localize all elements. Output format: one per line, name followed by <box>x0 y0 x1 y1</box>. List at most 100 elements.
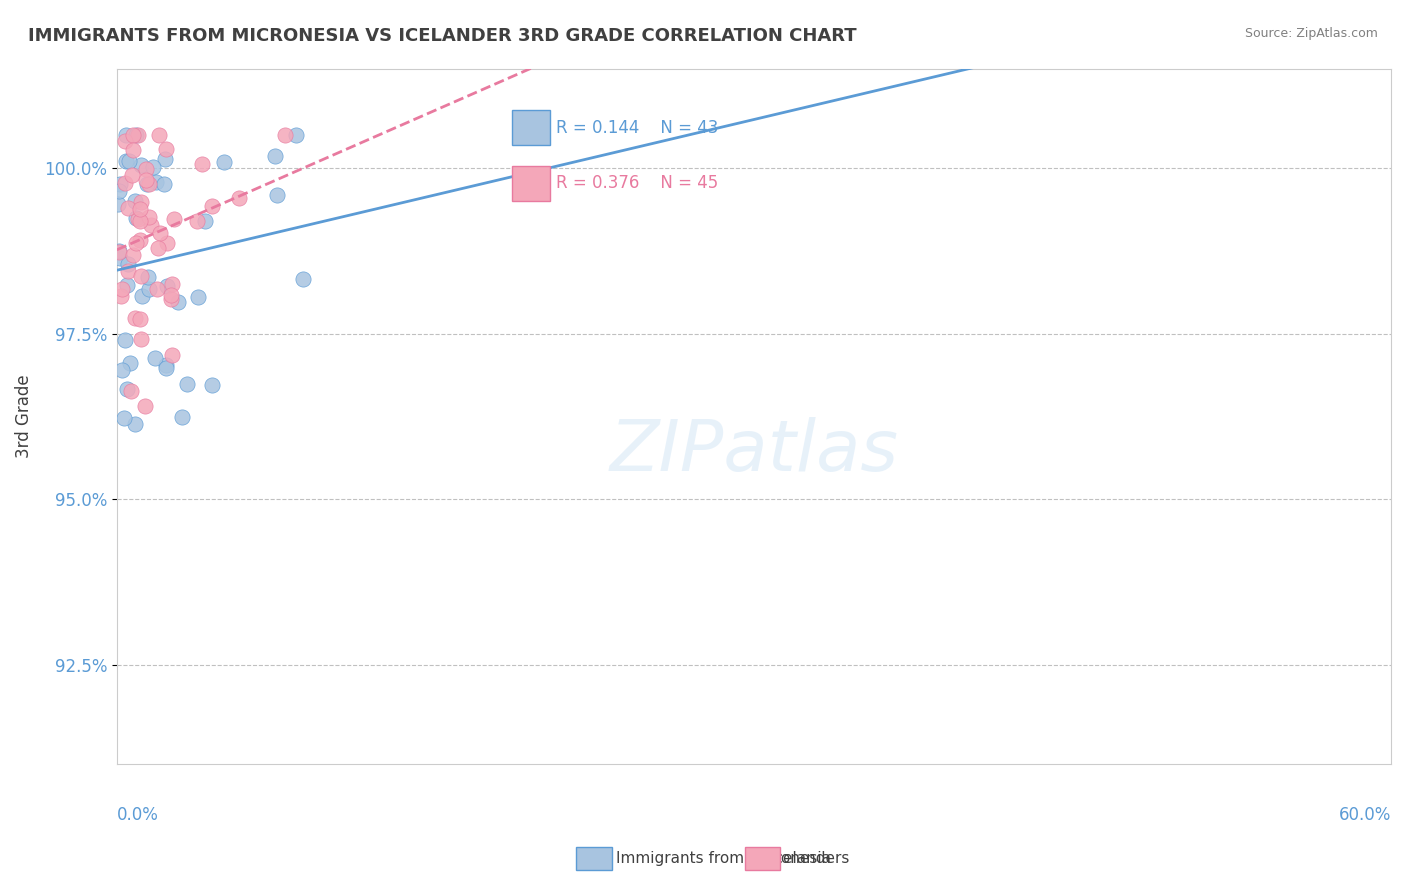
FancyBboxPatch shape <box>512 111 550 145</box>
Y-axis label: 3rd Grade: 3rd Grade <box>15 375 32 458</box>
Point <box>120 384 142 398</box>
Point <box>155 142 177 156</box>
Point <box>142 161 165 175</box>
Point <box>167 294 190 309</box>
Point <box>115 128 138 142</box>
Text: Source: ZipAtlas.com: Source: ZipAtlas.com <box>1244 27 1378 40</box>
Point <box>193 214 215 228</box>
FancyBboxPatch shape <box>512 166 550 201</box>
Text: IMMIGRANTS FROM MICRONESIA VS ICELANDER 3RD GRADE CORRELATION CHART: IMMIGRANTS FROM MICRONESIA VS ICELANDER … <box>28 27 856 45</box>
Point <box>160 277 183 291</box>
Point <box>201 378 224 392</box>
Point <box>162 348 184 362</box>
Point <box>187 290 209 304</box>
Point <box>129 158 152 172</box>
Point <box>117 201 139 215</box>
Point <box>117 263 139 277</box>
Point <box>118 356 141 370</box>
Point <box>145 175 167 189</box>
Point <box>125 211 148 225</box>
Point <box>148 241 170 255</box>
Text: R = 0.376    N = 45: R = 0.376 N = 45 <box>557 174 718 193</box>
Point <box>148 226 170 240</box>
Point <box>131 195 153 210</box>
Point <box>125 128 148 142</box>
Point <box>159 293 181 307</box>
Point <box>117 382 139 396</box>
Point <box>138 211 160 225</box>
Point <box>129 269 152 284</box>
Point <box>186 214 208 228</box>
Point <box>125 235 148 250</box>
Point <box>127 128 149 142</box>
Point <box>108 245 131 260</box>
Text: 0.0%: 0.0% <box>117 806 159 824</box>
Point <box>118 154 141 169</box>
Point <box>156 235 179 250</box>
Point <box>108 251 131 265</box>
Point <box>172 409 194 424</box>
Point <box>291 271 314 285</box>
Point <box>124 194 146 208</box>
Point <box>117 257 139 271</box>
Point <box>127 212 149 227</box>
Point <box>135 172 157 186</box>
Point <box>129 233 152 247</box>
Point <box>139 218 162 232</box>
Point <box>284 128 307 142</box>
Point <box>121 168 143 182</box>
Point <box>107 197 129 211</box>
Point <box>131 289 153 303</box>
Point <box>108 244 131 258</box>
Point <box>115 153 138 168</box>
Point <box>263 148 285 162</box>
Point <box>153 178 176 192</box>
Point <box>138 281 160 295</box>
Point <box>111 282 134 296</box>
Text: ZIPatlas: ZIPatlas <box>609 417 898 485</box>
Point <box>129 214 152 228</box>
Point <box>228 191 250 205</box>
Text: Immigrants from Micronesia: Immigrants from Micronesia <box>616 851 831 865</box>
Text: Icelanders: Icelanders <box>770 851 849 865</box>
Point <box>110 288 132 302</box>
Point <box>111 362 134 376</box>
Point <box>191 157 214 171</box>
Point <box>143 351 166 365</box>
Point <box>128 311 150 326</box>
Point <box>115 278 138 293</box>
Text: 60.0%: 60.0% <box>1339 806 1391 824</box>
Point <box>114 134 136 148</box>
Point <box>114 333 136 347</box>
Point <box>146 282 169 296</box>
Point <box>134 399 156 413</box>
Point <box>122 248 145 262</box>
Point <box>107 184 129 198</box>
Point <box>124 417 146 431</box>
Point <box>129 332 152 346</box>
Point <box>136 270 159 285</box>
Point <box>122 143 145 157</box>
Point <box>148 128 170 142</box>
Point <box>273 128 295 142</box>
Point <box>163 212 186 227</box>
Point <box>121 128 143 142</box>
Point <box>155 152 177 166</box>
Point <box>135 162 157 177</box>
Point <box>155 359 177 373</box>
Point <box>129 202 152 216</box>
Point <box>135 177 157 191</box>
Point <box>201 199 224 213</box>
Point <box>114 176 136 190</box>
Text: R = 0.144    N = 43: R = 0.144 N = 43 <box>557 119 718 136</box>
Point <box>160 288 183 302</box>
Point <box>112 411 135 425</box>
Point <box>266 188 288 202</box>
Point <box>155 361 177 376</box>
Point <box>110 177 132 191</box>
Point <box>156 279 179 293</box>
Point <box>212 155 235 169</box>
Point <box>138 178 160 192</box>
Point <box>176 377 198 392</box>
Point <box>124 311 146 326</box>
